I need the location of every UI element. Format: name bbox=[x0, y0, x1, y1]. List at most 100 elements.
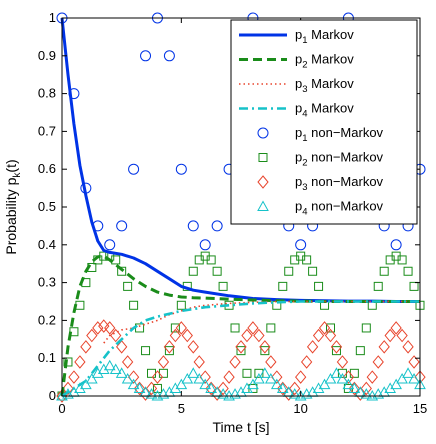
data-point bbox=[403, 266, 413, 276]
data-point bbox=[115, 367, 128, 378]
legend-item: p2 Markov bbox=[239, 52, 354, 71]
data-point bbox=[312, 382, 325, 393]
data-point bbox=[129, 300, 139, 310]
data-point bbox=[254, 368, 264, 378]
data-point bbox=[260, 346, 270, 356]
data-point bbox=[176, 300, 186, 310]
data-point bbox=[175, 378, 188, 390]
legend-item: p1 Markov bbox=[239, 27, 354, 46]
data-point bbox=[205, 381, 217, 396]
data-point bbox=[230, 323, 240, 333]
data-point bbox=[121, 355, 134, 369]
data-point bbox=[187, 340, 199, 354]
data-point bbox=[187, 367, 200, 378]
data-point bbox=[151, 370, 164, 384]
y-tick-label: 0.4 bbox=[38, 237, 56, 252]
data-point bbox=[169, 328, 182, 343]
y-tick-label: 0 bbox=[49, 388, 56, 403]
data-point bbox=[110, 328, 122, 343]
data-point bbox=[145, 388, 158, 399]
data-point bbox=[98, 319, 110, 333]
data-point bbox=[342, 378, 355, 390]
y-axis-label-tail: (t) bbox=[3, 159, 19, 172]
data-point bbox=[133, 382, 146, 393]
data-point bbox=[271, 370, 283, 384]
data-point bbox=[265, 355, 277, 369]
x-tick-label: 5 bbox=[178, 401, 185, 416]
data-point bbox=[366, 370, 378, 384]
data-point bbox=[300, 388, 313, 399]
data-point bbox=[193, 355, 205, 369]
x-tick-label: 15 bbox=[413, 401, 427, 416]
data-point bbox=[117, 266, 127, 276]
legend-item: p4 Markov bbox=[239, 101, 354, 120]
data-point bbox=[193, 372, 206, 384]
data-point bbox=[236, 346, 246, 356]
data-point bbox=[372, 355, 384, 369]
data-point bbox=[336, 355, 349, 369]
data-point bbox=[152, 383, 162, 393]
data-point bbox=[188, 266, 198, 276]
data-point bbox=[181, 372, 194, 384]
legend-item: p3 non−Markov bbox=[257, 174, 384, 193]
y-tick-label: 0.6 bbox=[38, 161, 56, 176]
x-tick-label: 0 bbox=[58, 401, 65, 416]
data-point bbox=[241, 382, 253, 393]
data-point bbox=[242, 368, 252, 378]
data-point bbox=[278, 281, 288, 291]
data-point bbox=[402, 367, 414, 378]
data-point bbox=[397, 255, 407, 265]
data-point bbox=[133, 381, 146, 396]
y-axis-label: Probability pk(t) bbox=[3, 159, 23, 254]
data-point bbox=[97, 363, 110, 375]
data-point bbox=[300, 355, 313, 369]
data-point bbox=[302, 255, 312, 265]
y-tick-label: 0.2 bbox=[38, 312, 56, 327]
data-point bbox=[229, 355, 241, 369]
y-tick-label: 0.8 bbox=[38, 86, 56, 101]
data-point bbox=[330, 367, 343, 378]
data-point bbox=[378, 340, 390, 354]
y-tick-label: 1 bbox=[49, 10, 56, 25]
data-point bbox=[86, 328, 98, 343]
data-point bbox=[266, 323, 276, 333]
legend-label: p4 non−Markov bbox=[295, 199, 384, 218]
legend-label: p3 Markov bbox=[295, 76, 354, 95]
data-point bbox=[74, 355, 86, 369]
legend-item: p4 non−Markov bbox=[257, 199, 384, 218]
data-point bbox=[284, 266, 294, 276]
legend-marker-swatch bbox=[257, 200, 269, 211]
data-point bbox=[147, 368, 156, 378]
data-point bbox=[390, 321, 402, 335]
data-point bbox=[74, 382, 86, 393]
data-point bbox=[164, 346, 174, 356]
data-point bbox=[384, 382, 397, 393]
legend-label: p1 non−Markov bbox=[295, 125, 384, 144]
data-point bbox=[306, 340, 319, 354]
data-point bbox=[199, 378, 212, 390]
data-point bbox=[116, 220, 128, 232]
data-point bbox=[80, 378, 92, 390]
legend-marker-swatch bbox=[257, 127, 269, 139]
data-point bbox=[212, 266, 222, 276]
data-point bbox=[229, 388, 241, 399]
data-point bbox=[163, 50, 175, 62]
data-point bbox=[373, 281, 383, 291]
axis-ticks: 0 5 10 15 0 0.1 0.2 0.3 0.4 0.5 0.6 0.7 0.8 0.9 1 bbox=[38, 10, 427, 416]
data-point bbox=[63, 357, 73, 367]
data-point bbox=[205, 382, 218, 393]
data-point bbox=[314, 281, 324, 291]
data-point bbox=[247, 321, 259, 335]
data-point bbox=[390, 378, 402, 390]
y-axis-label-main: Probability p bbox=[3, 177, 19, 254]
data-point bbox=[259, 340, 271, 354]
data-point bbox=[336, 372, 349, 384]
data-point bbox=[211, 220, 223, 232]
data-point bbox=[157, 388, 170, 399]
data-point bbox=[92, 321, 104, 335]
data-point bbox=[109, 363, 122, 375]
y-tick-label: 0.7 bbox=[38, 123, 56, 138]
data-point bbox=[318, 321, 331, 335]
x-axis-label: Time t [s] bbox=[212, 419, 269, 435]
data-point bbox=[235, 340, 247, 354]
